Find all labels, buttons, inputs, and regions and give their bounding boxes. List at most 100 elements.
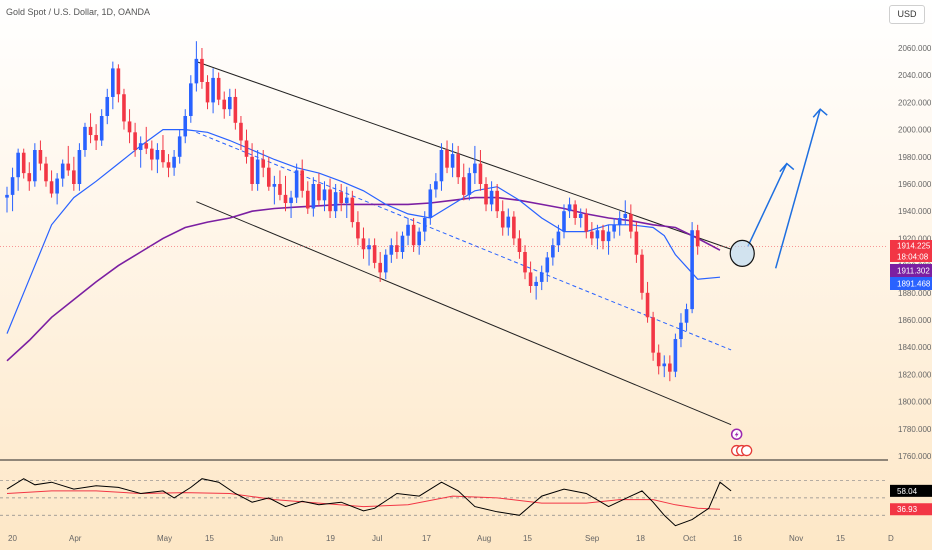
candle-body bbox=[333, 192, 338, 212]
candle-body bbox=[183, 116, 188, 137]
candle-body bbox=[44, 163, 48, 182]
symbol-title: Gold Spot / U.S. Dollar, 1D, OANDA bbox=[6, 7, 151, 17]
time-tick: Sep bbox=[585, 534, 600, 543]
candle-body bbox=[450, 154, 455, 168]
rsi-signal-label: 36.93 bbox=[897, 505, 918, 514]
candle-body bbox=[439, 150, 444, 182]
candle-body bbox=[500, 211, 505, 228]
overlay-layer bbox=[0, 239, 888, 457]
price-tick: 1820.000 bbox=[898, 370, 932, 379]
candle-body bbox=[194, 58, 199, 84]
candle-body bbox=[372, 245, 377, 263]
candle-body bbox=[339, 192, 343, 204]
candle-body bbox=[461, 177, 466, 195]
time-tick: 20 bbox=[8, 534, 17, 543]
candle-body bbox=[456, 154, 460, 178]
candle-body bbox=[445, 150, 449, 168]
candle-body bbox=[144, 143, 149, 149]
projection-arrow-head bbox=[779, 162, 795, 173]
candle-body bbox=[406, 224, 410, 236]
time-tick: 15 bbox=[205, 534, 214, 543]
candle-body bbox=[88, 126, 93, 136]
candle-body bbox=[489, 190, 494, 205]
candle-body bbox=[150, 148, 154, 160]
lightning-glyph bbox=[734, 431, 739, 438]
time-tick: 18 bbox=[636, 534, 645, 543]
candle-body bbox=[378, 262, 382, 273]
price-tick: 2040.000 bbox=[898, 71, 932, 80]
time-tick: Nov bbox=[789, 534, 803, 543]
candle-body bbox=[305, 190, 310, 209]
rsi-line bbox=[6, 478, 732, 527]
us-flag-event-icon bbox=[741, 444, 753, 457]
candle-body bbox=[55, 178, 59, 194]
candle-body bbox=[27, 173, 32, 182]
price-tick: 2000.000 bbox=[898, 126, 932, 135]
candle-body bbox=[506, 216, 511, 228]
projection-arrow-line bbox=[774, 108, 821, 269]
candle-body bbox=[629, 213, 633, 232]
candle-body bbox=[255, 159, 260, 184]
candle-body bbox=[244, 140, 249, 157]
candle-body bbox=[77, 150, 82, 184]
candle-body bbox=[328, 189, 332, 212]
candle-body bbox=[94, 135, 98, 141]
time-tick: Aug bbox=[477, 534, 491, 543]
ma-short-price-label: 1891.468 bbox=[897, 280, 931, 289]
last-price-label-bg bbox=[890, 240, 932, 251]
candle-body bbox=[495, 190, 499, 212]
candle-body bbox=[523, 252, 527, 273]
candle-body bbox=[623, 213, 628, 218]
price-tick: 1860.000 bbox=[898, 316, 932, 325]
candle-body bbox=[350, 197, 355, 223]
drawings-layer[interactable] bbox=[196, 61, 828, 426]
candle-body bbox=[556, 231, 561, 246]
rsi-signal-line bbox=[6, 490, 721, 510]
candle-body bbox=[690, 230, 694, 310]
candle-body bbox=[200, 58, 204, 82]
candle-body bbox=[239, 122, 243, 141]
candle-body bbox=[612, 224, 616, 232]
candle-body bbox=[656, 352, 661, 367]
candle-body bbox=[528, 272, 533, 286]
channel-mid-dashed-line bbox=[196, 131, 732, 351]
candle-body bbox=[278, 184, 282, 195]
countdown-label-bg bbox=[890, 251, 932, 262]
candle-body bbox=[567, 204, 572, 212]
time-tick: May bbox=[157, 534, 172, 543]
candle-body bbox=[289, 197, 293, 204]
candle-body bbox=[66, 163, 71, 171]
candle-body bbox=[395, 245, 399, 252]
time-tick: D bbox=[888, 534, 894, 543]
candle-body bbox=[389, 245, 394, 255]
candle-body bbox=[684, 309, 689, 323]
candle-body bbox=[205, 82, 210, 103]
time-tick: Jun bbox=[270, 534, 283, 543]
candle-body bbox=[467, 173, 472, 195]
candle-body bbox=[266, 167, 271, 187]
price-tick: 1760.000 bbox=[898, 452, 932, 461]
candle-body bbox=[383, 254, 388, 273]
price-tick: 1920.000 bbox=[898, 234, 932, 243]
candle-body bbox=[5, 194, 9, 198]
candle-body bbox=[668, 363, 672, 372]
projection-arrow-line bbox=[747, 163, 788, 247]
candle-body bbox=[590, 231, 594, 239]
currency-button[interactable]: USD bbox=[889, 5, 925, 24]
ma-short-price-label-bg bbox=[890, 277, 932, 290]
candle-body bbox=[434, 181, 438, 190]
price-tick: 1940.000 bbox=[898, 207, 932, 216]
candle-body bbox=[651, 317, 655, 353]
candle-body bbox=[551, 245, 555, 258]
candle-body bbox=[595, 230, 600, 239]
candle-body bbox=[272, 184, 277, 187]
candle-body bbox=[49, 181, 54, 194]
candle-body bbox=[545, 257, 550, 273]
candle-body bbox=[83, 126, 87, 150]
candle-body bbox=[417, 231, 421, 246]
ma-long-price-label: 1911.302 bbox=[897, 267, 930, 276]
candle-body bbox=[428, 189, 433, 218]
candle-body bbox=[534, 281, 538, 286]
